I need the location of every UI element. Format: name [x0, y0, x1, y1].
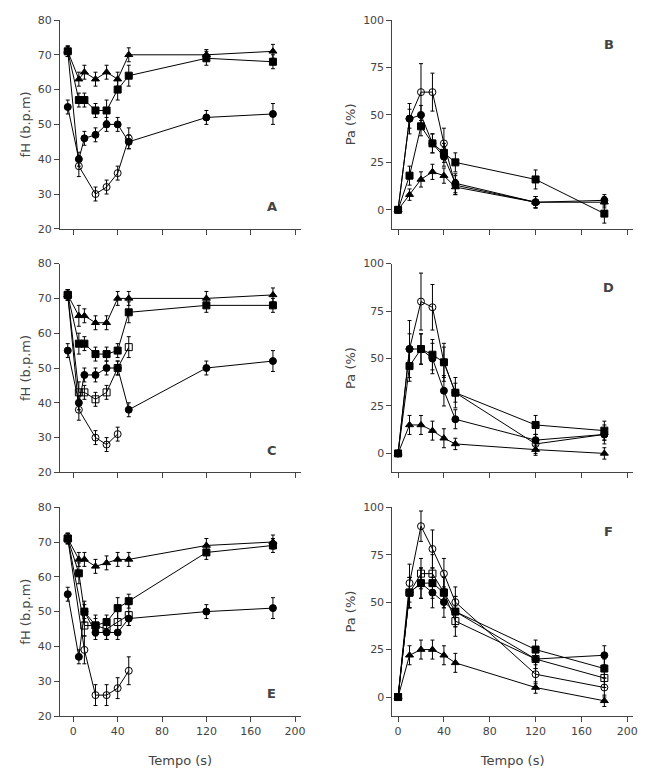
- svg-text:Pa (%): Pa (%): [343, 591, 358, 633]
- svg-text:60: 60: [38, 83, 52, 96]
- svg-text:30: 30: [38, 675, 52, 688]
- svg-text:80: 80: [38, 501, 52, 514]
- svg-text:50: 50: [38, 605, 52, 618]
- svg-text:60: 60: [38, 571, 52, 584]
- svg-text:80: 80: [155, 725, 169, 738]
- svg-text:80: 80: [38, 14, 52, 27]
- svg-text:25: 25: [370, 156, 384, 169]
- svg-text:0: 0: [377, 447, 384, 460]
- svg-text:0: 0: [377, 204, 384, 217]
- svg-text:0: 0: [395, 725, 402, 738]
- svg-text:D: D: [603, 280, 614, 295]
- svg-text:200: 200: [285, 725, 306, 738]
- svg-text:70: 70: [38, 536, 52, 549]
- svg-text:70: 70: [38, 49, 52, 62]
- svg-text:120: 120: [196, 725, 217, 738]
- svg-text:fH (b.p.m): fH (b.p.m): [18, 335, 33, 401]
- svg-text:100: 100: [363, 501, 384, 514]
- svg-text:75: 75: [370, 549, 384, 562]
- svg-text:20: 20: [38, 223, 52, 236]
- svg-text:E: E: [267, 686, 276, 701]
- svg-text:75: 75: [370, 61, 384, 74]
- svg-text:40: 40: [111, 725, 125, 738]
- svg-text:A: A: [267, 199, 277, 214]
- svg-text:75: 75: [370, 305, 384, 318]
- svg-text:40: 40: [38, 640, 52, 653]
- svg-text:fH (b.p.m): fH (b.p.m): [18, 579, 33, 645]
- svg-text:30: 30: [38, 188, 52, 201]
- svg-text:40: 40: [437, 725, 451, 738]
- svg-text:50: 50: [38, 118, 52, 131]
- svg-text:120: 120: [525, 725, 546, 738]
- svg-text:50: 50: [370, 596, 384, 609]
- svg-text:160: 160: [240, 725, 261, 738]
- svg-text:0: 0: [70, 725, 77, 738]
- svg-text:40: 40: [38, 397, 52, 410]
- svg-text:60: 60: [38, 327, 52, 340]
- svg-text:40: 40: [38, 153, 52, 166]
- svg-text:100: 100: [363, 257, 384, 270]
- svg-text:50: 50: [38, 362, 52, 375]
- svg-text:25: 25: [370, 400, 384, 413]
- svg-text:0: 0: [377, 691, 384, 704]
- svg-text:50: 50: [370, 352, 384, 365]
- svg-text:fH (b.p.m): fH (b.p.m): [18, 91, 33, 157]
- svg-text:Tempo (s): Tempo (s): [480, 753, 545, 768]
- svg-text:30: 30: [38, 431, 52, 444]
- svg-text:20: 20: [38, 466, 52, 479]
- svg-text:70: 70: [38, 292, 52, 305]
- svg-text:Tempo (s): Tempo (s): [148, 753, 213, 768]
- svg-text:80: 80: [38, 257, 52, 270]
- svg-text:100: 100: [363, 14, 384, 27]
- svg-text:F: F: [604, 524, 613, 539]
- svg-text:C: C: [267, 443, 277, 458]
- svg-text:25: 25: [370, 643, 384, 656]
- svg-text:B: B: [604, 37, 614, 52]
- svg-text:200: 200: [617, 725, 638, 738]
- svg-text:160: 160: [571, 725, 592, 738]
- svg-text:80: 80: [483, 725, 497, 738]
- svg-text:20: 20: [38, 710, 52, 723]
- svg-text:50: 50: [370, 109, 384, 122]
- svg-text:Pa (%): Pa (%): [343, 103, 358, 145]
- svg-text:Pa (%): Pa (%): [343, 347, 358, 389]
